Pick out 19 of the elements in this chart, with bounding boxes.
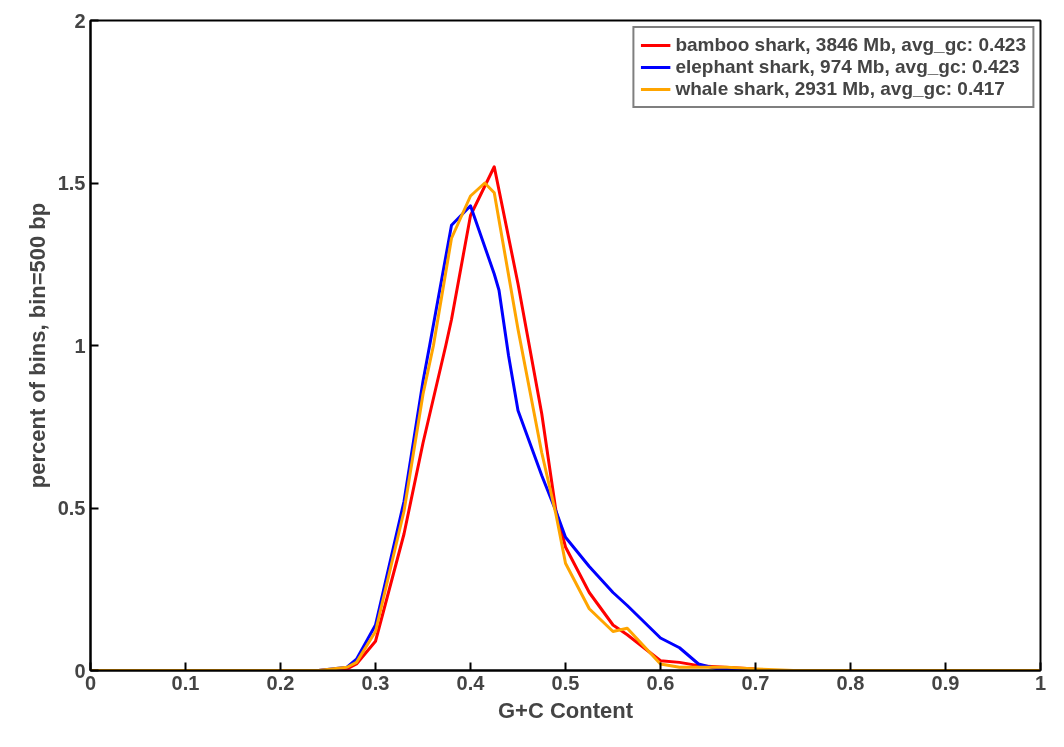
x-tick-label: 0.5 xyxy=(551,671,580,694)
x-axis-title: G+C Content xyxy=(497,697,634,723)
x-tick-label: 1 xyxy=(1034,671,1047,694)
legend-label: elephant shark, 974 Mb, avg_gc: 0.423 xyxy=(675,56,1020,78)
x-tick-label: 0.8 xyxy=(836,671,865,694)
x-tick-label: 0.4 xyxy=(456,671,486,694)
y-tick-label: 1.5 xyxy=(57,172,86,194)
y-tick-label: 2 xyxy=(74,9,86,32)
y-tick-label: 0.5 xyxy=(57,497,86,519)
x-tick-label: 0.2 xyxy=(266,671,295,694)
legend-label: whale shark, 2931 Mb, avg_gc: 0.417 xyxy=(675,78,1005,100)
y-axis-title: percent of bins, bin=500 bp xyxy=(24,202,50,489)
x-tick-label: 0.3 xyxy=(361,671,390,694)
x-tick-label: 0.1 xyxy=(171,671,200,694)
y-tick-label: 1 xyxy=(74,334,86,357)
legend-label: bamboo shark, 3846 Mb, avg_gc: 0.423 xyxy=(675,34,1026,56)
x-tick-label: 0.6 xyxy=(646,671,675,694)
x-tick-label: 0.7 xyxy=(741,671,770,694)
x-tick-label: 0.9 xyxy=(931,671,960,694)
